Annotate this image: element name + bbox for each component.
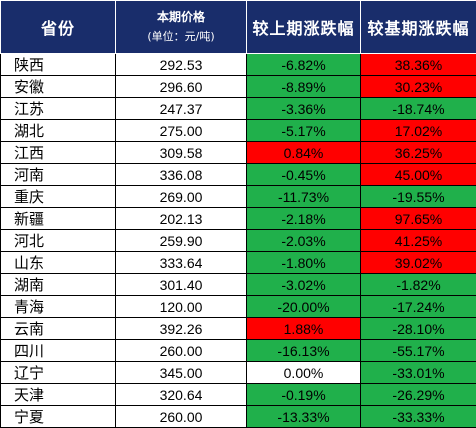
province-cell: 河南 (1, 164, 116, 186)
vs-base-cell: 38.36% (361, 54, 476, 76)
vs-previous-cell: -2.18% (247, 208, 361, 230)
vs-previous-cell: -0.19% (247, 384, 361, 406)
vs-previous-cell: 0.00% (247, 362, 361, 384)
price-cell: 292.53 (116, 54, 247, 76)
vs-previous-cell: -0.45% (247, 164, 361, 186)
province-cell: 辽宁 (1, 362, 116, 384)
vs-previous-cell: -11.73% (247, 186, 361, 208)
price-cell: 345.00 (116, 362, 247, 384)
province-cell: 江西 (1, 142, 116, 164)
province-cell: 湖北 (1, 120, 116, 142)
header-price-unit: (单位：元/吨) (116, 27, 246, 47)
vs-previous-cell: -8.89% (247, 76, 361, 98)
header-price: 本期价格 (单位：元/吨) (116, 1, 247, 54)
vs-previous-cell: -13.33% (247, 406, 361, 428)
price-cell: 296.60 (116, 76, 247, 98)
vs-base-cell: -55.17% (361, 340, 476, 362)
vs-previous-cell: -3.36% (247, 98, 361, 120)
vs-base-cell: -19.55% (361, 186, 476, 208)
price-cell: 269.00 (116, 186, 247, 208)
province-cell: 陕西 (1, 54, 116, 76)
header-row: 省份 本期价格 (单位：元/吨) 较上期涨跌幅 较基期涨跌幅 (1, 1, 476, 54)
province-cell: 云南 (1, 318, 116, 340)
header-vs-previous: 较上期涨跌幅 (247, 1, 361, 54)
province-cell: 安徽 (1, 76, 116, 98)
header-province: 省份 (1, 1, 116, 54)
province-cell: 山东 (1, 252, 116, 274)
table-header: 省份 本期价格 (单位：元/吨) 较上期涨跌幅 较基期涨跌幅 (1, 1, 476, 54)
vs-base-cell: -33.33% (361, 406, 476, 428)
price-cell: 392.26 (116, 318, 247, 340)
vs-base-cell: -26.29% (361, 384, 476, 406)
vs-base-cell: 30.23% (361, 76, 476, 98)
vs-base-cell: 39.02% (361, 252, 476, 274)
price-cell: 247.37 (116, 98, 247, 120)
vs-previous-cell: -2.03% (247, 230, 361, 252)
price-cell: 333.64 (116, 252, 247, 274)
header-vs-base: 较基期涨跌幅 (361, 1, 476, 54)
province-cell: 青海 (1, 296, 116, 318)
price-cell: 309.58 (116, 142, 247, 164)
vs-previous-cell: -20.00% (247, 296, 361, 318)
vs-base-cell: -17.24% (361, 296, 476, 318)
province-cell: 江苏 (1, 98, 116, 120)
province-cell: 河北 (1, 230, 116, 252)
vs-base-cell: -28.10% (361, 318, 476, 340)
vs-base-cell: 97.65% (361, 208, 476, 230)
price-cell: 260.00 (116, 340, 247, 362)
vs-previous-cell: 1.88% (247, 318, 361, 340)
vs-previous-cell: -5.17% (247, 120, 361, 142)
vs-base-cell: 36.25% (361, 142, 476, 164)
price-cell: 260.00 (116, 406, 247, 428)
vs-base-cell: 17.02% (361, 120, 476, 142)
province-cell: 湖南 (1, 274, 116, 296)
vs-base-cell: -18.74% (361, 98, 476, 120)
price-cell: 275.00 (116, 120, 247, 142)
price-cell: 320.64 (116, 384, 247, 406)
vs-base-cell: -33.01% (361, 362, 476, 384)
price-cell: 202.13 (116, 208, 247, 230)
province-cell: 宁夏 (1, 406, 116, 428)
province-cell: 天津 (1, 384, 116, 406)
price-cell: 301.40 (116, 274, 247, 296)
vs-previous-cell: -16.13% (247, 340, 361, 362)
vs-previous-cell: -6.82% (247, 54, 361, 76)
vs-base-cell: -1.82% (361, 274, 476, 296)
price-cell: 259.90 (116, 230, 247, 252)
province-cell: 四川 (1, 340, 116, 362)
vs-previous-cell: -3.02% (247, 274, 361, 296)
province-cell: 重庆 (1, 186, 116, 208)
vs-base-cell: 45.00% (361, 164, 476, 186)
vs-previous-cell: -1.80% (247, 252, 361, 274)
vs-previous-cell: 0.84% (247, 142, 361, 164)
vs-base-cell: 41.25% (361, 230, 476, 252)
price-cell: 120.00 (116, 296, 247, 318)
price-cell: 336.08 (116, 164, 247, 186)
province-cell: 新疆 (1, 208, 116, 230)
header-price-title: 本期价格 (116, 7, 246, 27)
